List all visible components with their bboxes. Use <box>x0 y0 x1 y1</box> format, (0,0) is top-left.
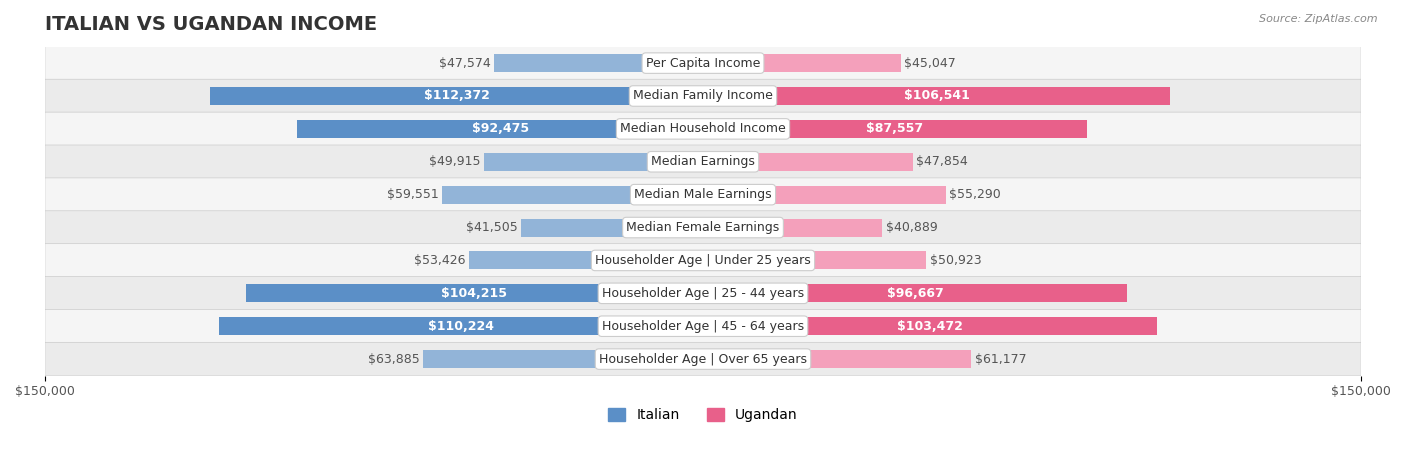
Text: $41,505: $41,505 <box>465 221 517 234</box>
Text: $53,426: $53,426 <box>413 254 465 267</box>
Text: $104,215: $104,215 <box>441 287 508 300</box>
Text: Median Male Earnings: Median Male Earnings <box>634 188 772 201</box>
Text: $49,915: $49,915 <box>429 155 481 168</box>
Text: $87,557: $87,557 <box>866 122 924 135</box>
Text: $45,047: $45,047 <box>904 57 956 70</box>
Text: Median Female Earnings: Median Female Earnings <box>627 221 779 234</box>
FancyBboxPatch shape <box>45 276 1361 310</box>
Bar <box>703 153 912 171</box>
Text: Householder Age | 45 - 64 years: Householder Age | 45 - 64 years <box>602 320 804 333</box>
Bar <box>703 87 1170 105</box>
Bar <box>703 284 1128 302</box>
Text: $112,372: $112,372 <box>423 90 489 102</box>
Text: Householder Age | Under 25 years: Householder Age | Under 25 years <box>595 254 811 267</box>
Text: Median Family Income: Median Family Income <box>633 90 773 102</box>
Bar <box>209 87 703 105</box>
Text: $59,551: $59,551 <box>387 188 439 201</box>
Bar <box>246 284 703 302</box>
FancyBboxPatch shape <box>45 178 1361 212</box>
Text: ITALIAN VS UGANDAN INCOME: ITALIAN VS UGANDAN INCOME <box>45 15 377 34</box>
Text: Median Household Income: Median Household Income <box>620 122 786 135</box>
Text: $61,177: $61,177 <box>974 353 1026 366</box>
FancyBboxPatch shape <box>45 112 1361 146</box>
Bar <box>703 54 901 72</box>
Text: $106,541: $106,541 <box>904 90 970 102</box>
Bar <box>297 120 703 138</box>
Bar <box>484 153 703 171</box>
FancyBboxPatch shape <box>45 310 1361 343</box>
FancyBboxPatch shape <box>45 46 1361 80</box>
Bar <box>219 317 703 335</box>
Text: $55,290: $55,290 <box>949 188 1001 201</box>
Text: $110,224: $110,224 <box>429 320 495 333</box>
Bar <box>468 251 703 269</box>
FancyBboxPatch shape <box>45 244 1361 277</box>
Bar <box>703 185 946 204</box>
Text: Householder Age | 25 - 44 years: Householder Age | 25 - 44 years <box>602 287 804 300</box>
Bar <box>703 317 1157 335</box>
FancyBboxPatch shape <box>45 342 1361 376</box>
Text: $63,885: $63,885 <box>368 353 419 366</box>
Text: $103,472: $103,472 <box>897 320 963 333</box>
Text: $47,854: $47,854 <box>917 155 967 168</box>
Text: Householder Age | Over 65 years: Householder Age | Over 65 years <box>599 353 807 366</box>
Bar <box>520 219 703 237</box>
Text: Source: ZipAtlas.com: Source: ZipAtlas.com <box>1260 14 1378 24</box>
Text: $50,923: $50,923 <box>929 254 981 267</box>
Bar <box>703 251 927 269</box>
Text: $47,574: $47,574 <box>439 57 491 70</box>
Bar <box>703 350 972 368</box>
Bar <box>495 54 703 72</box>
Bar <box>703 120 1087 138</box>
Legend: Italian, Ugandan: Italian, Ugandan <box>603 403 803 428</box>
FancyBboxPatch shape <box>45 79 1361 113</box>
FancyBboxPatch shape <box>45 145 1361 178</box>
Bar <box>441 185 703 204</box>
Text: $92,475: $92,475 <box>471 122 529 135</box>
Bar <box>703 219 883 237</box>
FancyBboxPatch shape <box>45 211 1361 244</box>
Text: Per Capita Income: Per Capita Income <box>645 57 761 70</box>
Text: $96,667: $96,667 <box>887 287 943 300</box>
Text: Median Earnings: Median Earnings <box>651 155 755 168</box>
Text: $40,889: $40,889 <box>886 221 938 234</box>
Bar <box>423 350 703 368</box>
